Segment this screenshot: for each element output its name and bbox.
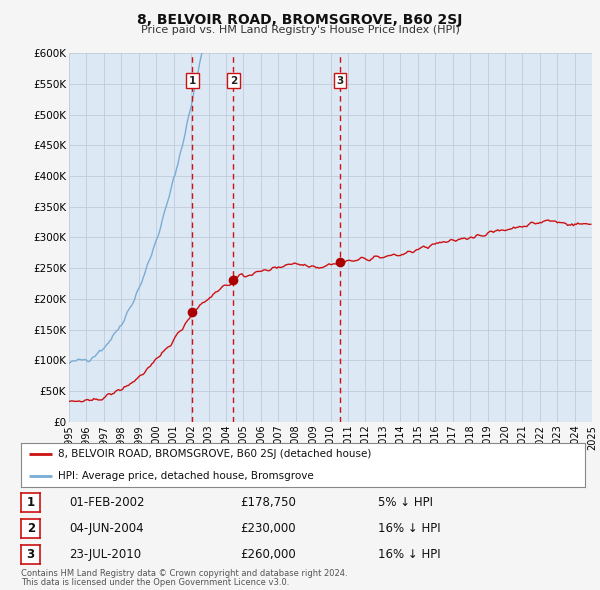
Text: 3: 3: [337, 76, 344, 86]
Text: 1: 1: [189, 76, 196, 86]
Text: HPI: Average price, detached house, Bromsgrove: HPI: Average price, detached house, Brom…: [58, 471, 313, 481]
Text: Price paid vs. HM Land Registry's House Price Index (HPI): Price paid vs. HM Land Registry's House …: [140, 25, 460, 35]
Text: 5% ↓ HPI: 5% ↓ HPI: [378, 496, 433, 509]
Text: £178,750: £178,750: [240, 496, 296, 509]
Text: 23-JUL-2010: 23-JUL-2010: [69, 548, 141, 561]
Text: 1: 1: [26, 496, 35, 509]
Text: 3: 3: [26, 548, 35, 561]
Text: 2: 2: [26, 522, 35, 535]
Text: 8, BELVOIR ROAD, BROMSGROVE, B60 2SJ: 8, BELVOIR ROAD, BROMSGROVE, B60 2SJ: [137, 13, 463, 27]
Text: 04-JUN-2004: 04-JUN-2004: [69, 522, 143, 535]
Text: £260,000: £260,000: [240, 548, 296, 561]
Text: 2: 2: [230, 76, 237, 86]
Text: 16% ↓ HPI: 16% ↓ HPI: [378, 522, 440, 535]
Text: Contains HM Land Registry data © Crown copyright and database right 2024.: Contains HM Land Registry data © Crown c…: [21, 569, 347, 578]
Text: 16% ↓ HPI: 16% ↓ HPI: [378, 548, 440, 561]
Text: 01-FEB-2002: 01-FEB-2002: [69, 496, 145, 509]
Text: £230,000: £230,000: [240, 522, 296, 535]
Text: This data is licensed under the Open Government Licence v3.0.: This data is licensed under the Open Gov…: [21, 578, 289, 588]
Text: 8, BELVOIR ROAD, BROMSGROVE, B60 2SJ (detached house): 8, BELVOIR ROAD, BROMSGROVE, B60 2SJ (de…: [58, 448, 371, 458]
